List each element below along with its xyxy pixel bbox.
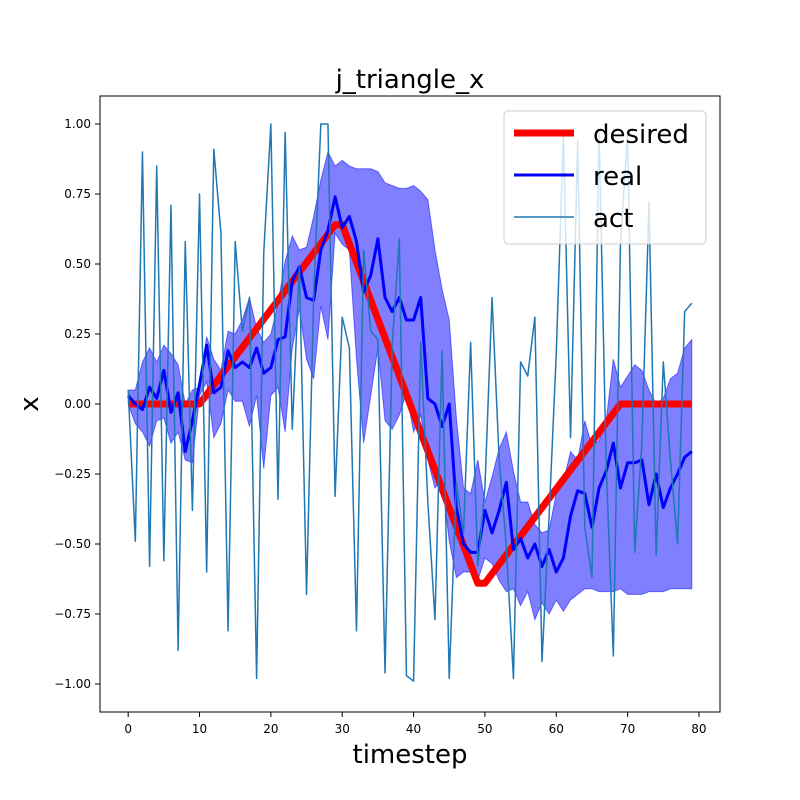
y-tick-label: 0.75: [64, 187, 91, 201]
chart-title: j_triangle_x: [335, 65, 485, 95]
x-axis-label: timestep: [353, 740, 468, 770]
legend-label-desired: desired: [593, 120, 689, 150]
x-tick-label: 60: [549, 722, 564, 736]
y-axis: −1.00 −0.75 −0.50 −0.25 0.00 0.25 0.50 0.75 1.00: [54, 117, 100, 691]
y-tick-label: 0.50: [64, 257, 91, 271]
series-line-real: [127, 195, 693, 574]
legend-label-real: real: [593, 162, 642, 192]
x-tick-label: 0: [124, 722, 132, 736]
x-axis: 0 10 20 30 40 50 60 70 80: [124, 712, 707, 736]
y-tick-label: 0.25: [64, 327, 91, 341]
y-axis-label: x: [15, 396, 45, 411]
x-tick-label: 10: [192, 722, 207, 736]
x-tick-label: 80: [691, 722, 706, 736]
y-tick-label: 0.00: [64, 397, 91, 411]
y-tick-label: −0.25: [54, 467, 91, 481]
y-tick-label: −0.75: [54, 607, 91, 621]
legend-label-act: act: [593, 204, 633, 234]
x-tick-label: 20: [263, 722, 278, 736]
x-tick-label: 40: [406, 722, 421, 736]
y-tick-label: 1.00: [64, 117, 91, 131]
x-tick-label: 50: [477, 722, 492, 736]
x-tick-label: 30: [335, 722, 350, 736]
legend: desired real act: [503, 110, 707, 245]
legend-box: [503, 110, 707, 245]
y-tick-label: −1.00: [54, 677, 91, 691]
x-tick-label: 70: [620, 722, 635, 736]
y-tick-label: −0.50: [54, 537, 91, 551]
